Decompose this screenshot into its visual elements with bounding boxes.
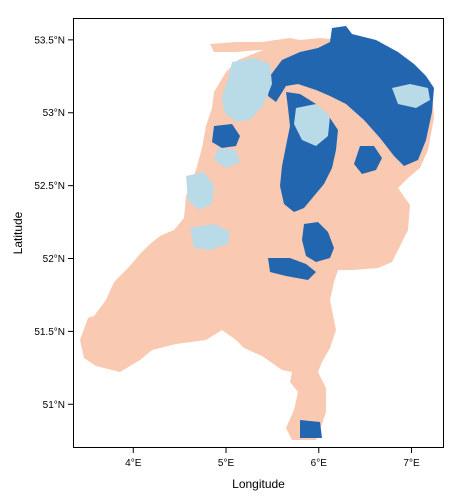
- y-axis: 51°N 51.5°N 52°N 52.5°N 53°N 53.5°N: [34, 35, 73, 411]
- y-tick-label: 52.5°N: [34, 181, 65, 192]
- water-light-region-5: [392, 84, 430, 108]
- y-tick-label: 51°N: [43, 400, 65, 411]
- water-light-region-2: [294, 104, 330, 146]
- water-dark-region-5: [268, 258, 316, 280]
- water-dark-region-1: [268, 26, 434, 166]
- water-light-area: [186, 58, 430, 250]
- water-light-region-1: [222, 58, 272, 122]
- land-region-2: [210, 38, 300, 52]
- x-tick-label: 6°E: [311, 458, 328, 469]
- plot-frame: [73, 18, 444, 448]
- x-tick-label: 7°E: [403, 458, 420, 469]
- water-dark-region-3: [212, 124, 240, 148]
- water-dark-region-6: [354, 146, 382, 174]
- x-tick-label: 5°E: [218, 458, 235, 469]
- x-axis-title: Longitude: [232, 477, 285, 491]
- water-dark-region-7: [300, 420, 322, 438]
- water-light-region-6: [214, 148, 240, 168]
- land-area: [80, 38, 434, 440]
- water-light-region-3: [186, 172, 214, 210]
- x-tick-label: 4°E: [125, 458, 142, 469]
- water-dark-area: [212, 26, 434, 438]
- y-axis-title: Latitude: [11, 211, 25, 254]
- y-tick-label: 51.5°N: [34, 327, 65, 338]
- y-tick-label: 53.5°N: [34, 35, 65, 46]
- water-dark-region-4: [302, 222, 334, 262]
- y-tick-label: 52°N: [43, 254, 65, 265]
- x-axis: 4°E 5°E 6°E 7°E: [125, 448, 420, 469]
- y-tick-label: 53°N: [43, 108, 65, 119]
- water-light-region-4: [190, 224, 230, 250]
- land-region-1: [80, 38, 434, 440]
